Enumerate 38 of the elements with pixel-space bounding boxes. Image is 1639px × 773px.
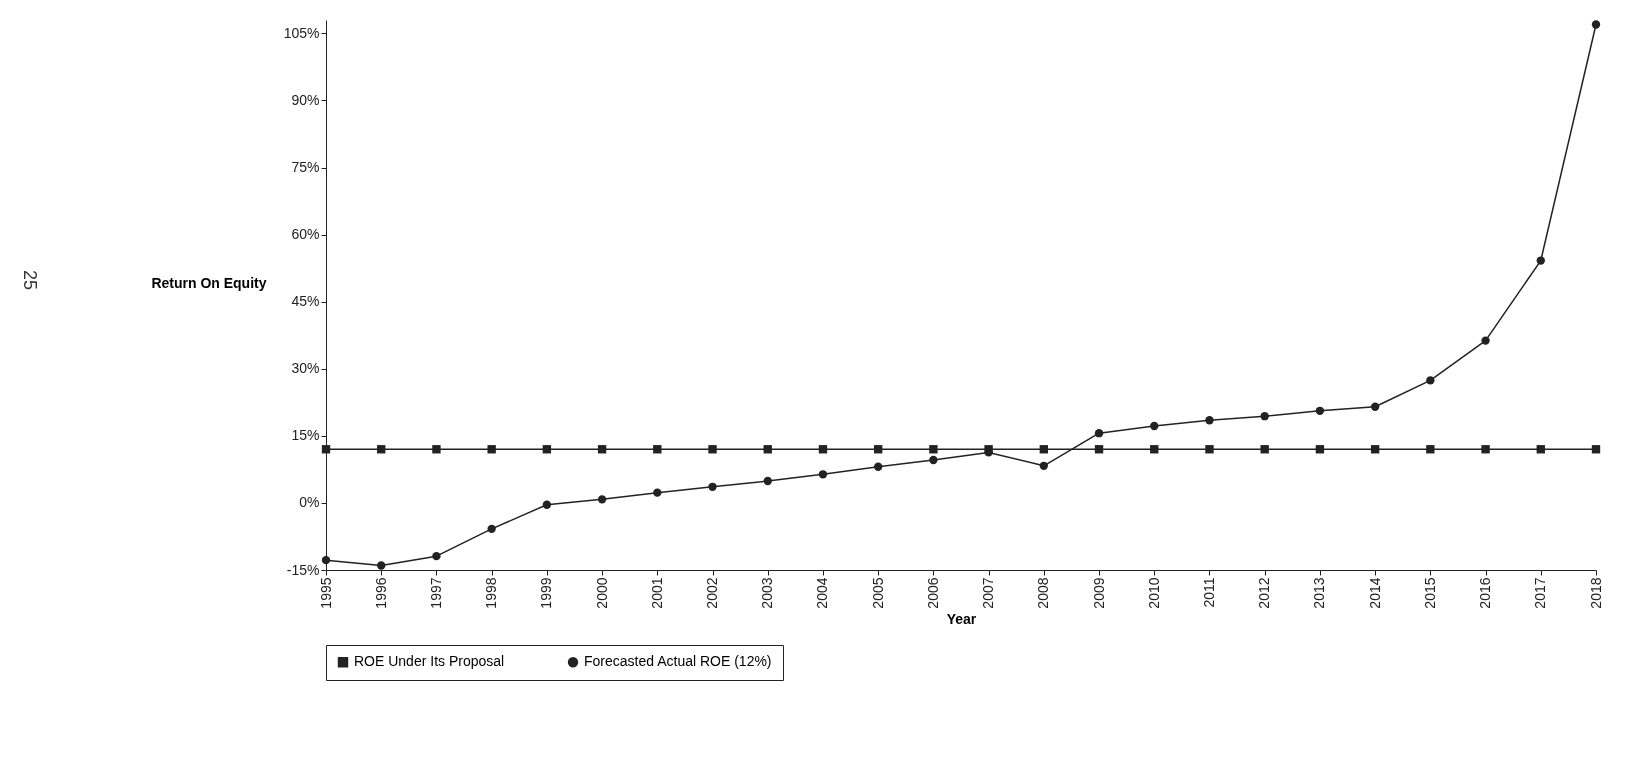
x-tick-label: 2017	[1532, 577, 1549, 609]
legend-label: Forecasted Actual ROE (12%)	[584, 653, 772, 670]
x-tick-label: 2013	[1311, 577, 1328, 609]
y-tick-label: 15%	[291, 427, 320, 444]
x-tick-label: 2015	[1421, 577, 1438, 609]
y-tick-label: 75%	[291, 159, 320, 176]
x-tick-label: 2001	[648, 577, 665, 609]
x-tick-label: 1998	[483, 577, 500, 609]
x-tick-label: 2003	[759, 577, 776, 609]
legend-label: ROE Under Its Proposal	[354, 653, 505, 670]
x-tick-label: 2000	[593, 577, 610, 609]
y-tick-label: 30%	[291, 360, 320, 377]
x-tick-label: 2002	[704, 577, 721, 609]
x-tick-label: 1999	[538, 577, 555, 609]
y-tick-label: 60%	[291, 226, 320, 243]
y-tick-label: 90%	[291, 91, 320, 108]
text: 25	[20, 270, 40, 291]
x-tick-label: 2018	[1587, 577, 1604, 609]
y-tick-label: -15%	[286, 561, 320, 578]
x-tick-label: 2014	[1366, 577, 1383, 609]
x-tick-label: 2011	[1200, 577, 1217, 608]
x-tick-label: 2004	[814, 577, 831, 609]
x-tick-label: 1995	[317, 577, 334, 609]
y-tick-label: 45%	[291, 293, 320, 310]
x-tick-label: 1997	[427, 577, 444, 609]
x-tick-label: 2006	[924, 577, 941, 609]
x-tick-label: 2010	[1145, 577, 1162, 609]
x-tick-label: 2008	[1035, 577, 1052, 609]
y-tick-label: 0%	[299, 494, 320, 511]
x-tick-label: 2007	[980, 577, 997, 609]
x-tick-label: 2009	[1090, 577, 1107, 609]
x-tick-label: 2016	[1477, 577, 1494, 609]
x-tick-label: 1996	[372, 577, 389, 609]
y-axis-title: Return On Equity	[151, 274, 267, 291]
x-tick-label: 2005	[869, 577, 886, 609]
y-tick-label: 105%	[283, 24, 320, 41]
x-tick-label: 2012	[1256, 577, 1273, 609]
x-axis-title: Year	[946, 610, 977, 627]
